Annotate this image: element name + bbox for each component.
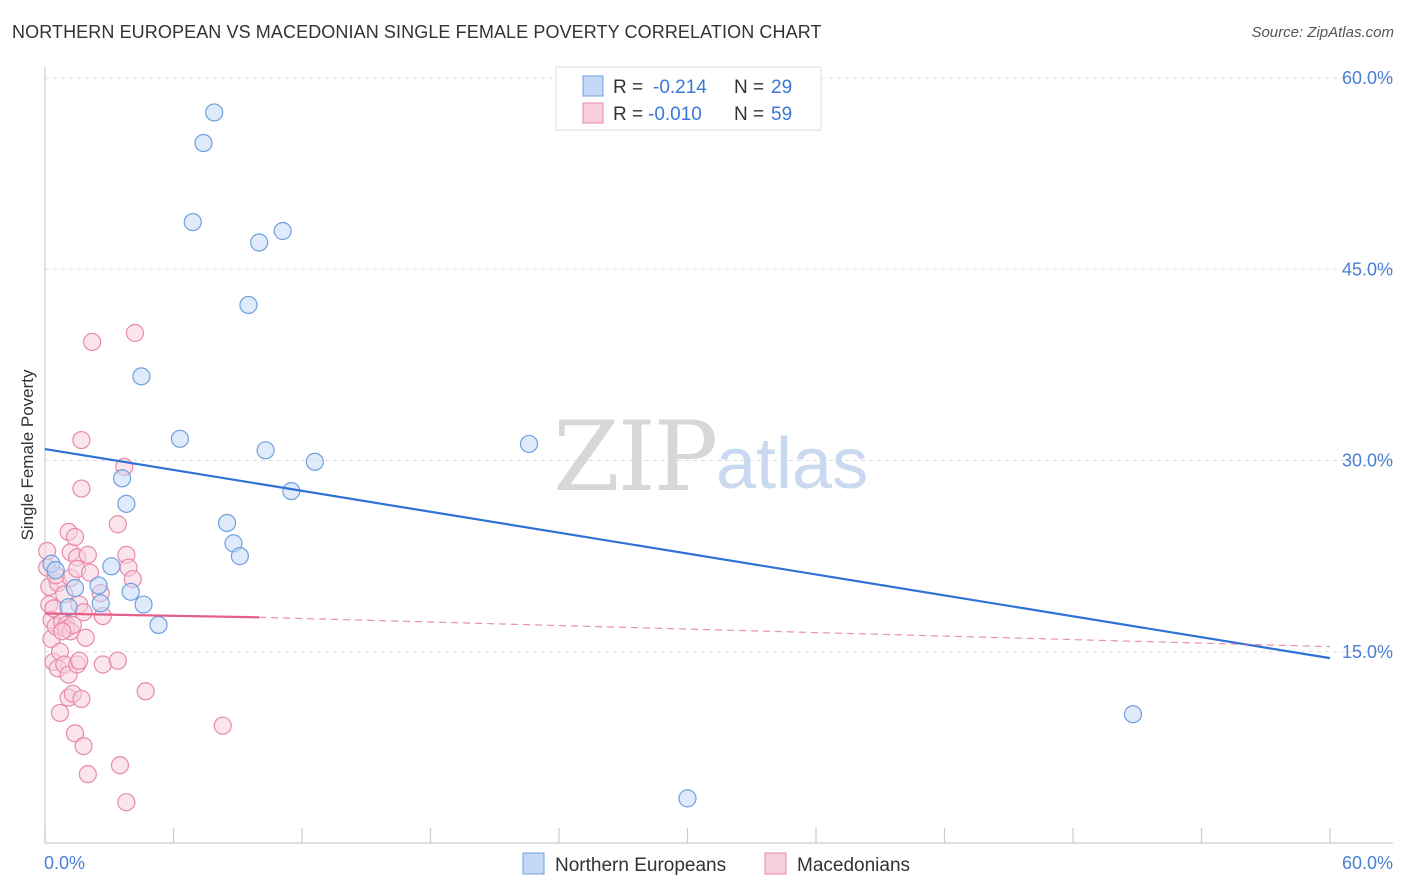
- y-axis-label: Single Female Poverty: [18, 369, 37, 541]
- legend-r-label-2: R =: [613, 104, 643, 125]
- northern-european-point: [149, 615, 168, 635]
- chart-title: NORTHERN EUROPEAN VS MACEDONIAN SINGLE F…: [12, 22, 822, 42]
- macedonian-point: [72, 431, 91, 450]
- macedonian-point: [74, 736, 93, 756]
- macedonian-point: [78, 545, 97, 564]
- legend: R = -0.214 N = 29 R = -0.010 N = 59: [555, 66, 822, 131]
- y-tick-label: 60.0%: [1342, 68, 1393, 88]
- y-tick-labels: 15.0% 30.0% 45.0% 60.0%: [1342, 68, 1393, 662]
- macedonian-point: [50, 703, 70, 723]
- y-tick-label: 15.0%: [1342, 642, 1393, 662]
- northern-european-point: [205, 103, 224, 122]
- northern-european-point: [519, 434, 539, 454]
- northern-european-point: [239, 295, 258, 315]
- legend-n-label-2: N =: [734, 104, 764, 125]
- macedonian-point: [108, 651, 127, 670]
- northern-european-point: [230, 547, 249, 566]
- northern-european-point: [134, 595, 153, 614]
- legend-swatch-blue: [582, 75, 604, 97]
- northern-european-point: [256, 441, 275, 460]
- grid-layer: [45, 77, 1393, 653]
- macedonian-point: [53, 622, 72, 641]
- northern-european-point: [112, 469, 132, 488]
- watermark-zip: ZIP: [553, 401, 716, 513]
- legend-r-value-2: -0.010: [648, 104, 702, 125]
- northern-european-point: [132, 367, 151, 386]
- bottom-legend-label-1: Northern Europeans: [555, 855, 726, 876]
- macedonian-point: [65, 527, 85, 547]
- bottom-legend: Northern Europeans Macedonians: [522, 852, 910, 876]
- legend-n-value-1: 29: [771, 77, 792, 98]
- macedonian-point: [136, 682, 155, 701]
- macedonian-point: [72, 479, 91, 498]
- macedonian-point: [65, 724, 85, 743]
- macedonian-point: [117, 793, 136, 812]
- northern-european-point: [217, 513, 237, 533]
- northern-european-point: [183, 212, 202, 232]
- x-tick-marks: [44, 828, 1331, 843]
- northern-european-point: [89, 576, 108, 595]
- macedonians-points: [38, 323, 232, 812]
- y-tick-label: 45.0%: [1342, 259, 1393, 279]
- northern-european-point: [91, 594, 110, 613]
- northern-european-point: [250, 233, 269, 252]
- macedonian-point: [93, 655, 112, 674]
- bottom-legend-swatch-blue: [522, 852, 545, 875]
- northern-european-point: [305, 452, 324, 471]
- northern-european-point: [1123, 705, 1143, 724]
- northern-european-point: [170, 429, 190, 448]
- legend-r-label-1: R =: [613, 77, 643, 98]
- legend-swatch-pink: [582, 102, 604, 124]
- x-tick-label-min: 0.0%: [44, 853, 85, 873]
- trend-line-macedonians: [44, 612, 260, 619]
- bottom-legend-swatch-pink: [764, 852, 787, 875]
- legend-r-value-1: -0.214: [653, 77, 707, 98]
- macedonian-point: [76, 628, 95, 647]
- northern-european-point: [678, 789, 697, 808]
- macedonian-point: [213, 716, 232, 735]
- macedonian-point: [80, 563, 100, 582]
- y-tick-label: 30.0%: [1342, 451, 1393, 471]
- macedonian-point: [125, 323, 145, 343]
- legend-n-value-2: 59: [771, 104, 792, 125]
- macedonian-point: [78, 765, 97, 784]
- trend-line-macedonians-extension: [259, 616, 1331, 648]
- northern-european-point: [273, 221, 292, 241]
- northern-european-point: [59, 598, 78, 617]
- source-label: Source: ZipAtlas.com: [1251, 24, 1394, 41]
- trend-lines: [44, 447, 1331, 660]
- macedonian-point: [83, 332, 102, 352]
- macedonian-point: [70, 651, 89, 670]
- watermark-atlas: atlas: [716, 424, 868, 504]
- northern-european-point: [46, 561, 65, 580]
- northern-european-point: [102, 557, 121, 576]
- northern-european-point: [117, 494, 136, 513]
- northern-european-point: [121, 582, 140, 601]
- legend-n-label-1: N =: [734, 77, 764, 98]
- northern-european-point: [194, 133, 213, 153]
- macedonian-point: [110, 756, 130, 775]
- x-tick-label-max: 60.0%: [1342, 853, 1393, 873]
- bottom-legend-label-2: Macedonians: [797, 855, 910, 876]
- macedonian-point: [108, 515, 127, 534]
- macedonian-point: [72, 689, 91, 709]
- northern-european-point: [65, 578, 85, 598]
- trend-line-northern-europeans: [44, 447, 1331, 660]
- northern-europeans-points: [42, 103, 1143, 808]
